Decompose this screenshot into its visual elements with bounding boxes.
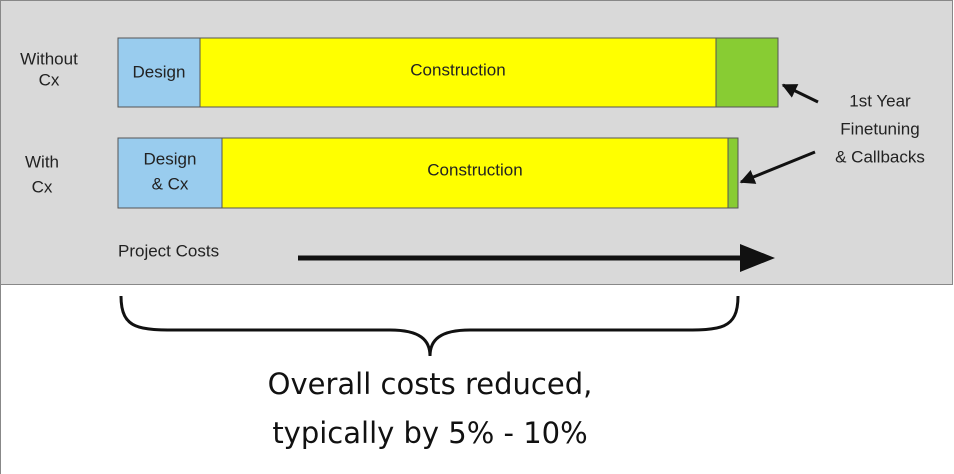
row-label: Without bbox=[20, 49, 78, 68]
design-segment bbox=[117, 37, 201, 108]
axis-label: Project Costs bbox=[118, 241, 219, 260]
finetuning-segment bbox=[727, 137, 739, 209]
construction-segment bbox=[199, 37, 717, 108]
callout-arrow bbox=[781, 83, 819, 104]
callout-arrow bbox=[739, 150, 816, 184]
finetuning-segment bbox=[715, 37, 779, 108]
summary-text: typically by 5% - 10% bbox=[272, 416, 587, 450]
segment-label: Construction bbox=[427, 160, 522, 179]
callout-text: 1st Year bbox=[849, 91, 911, 110]
row-label: With bbox=[25, 152, 59, 171]
segment-label: & Cx bbox=[152, 174, 189, 193]
segment-label: Design bbox=[144, 149, 197, 168]
summary-text: Overall costs reduced, bbox=[268, 367, 593, 401]
row-label: Cx bbox=[32, 177, 53, 196]
callout-text: & Callbacks bbox=[835, 147, 925, 166]
segment-label: Construction bbox=[410, 60, 505, 79]
row-label: Cx bbox=[39, 70, 60, 89]
axis-arrowhead bbox=[740, 244, 775, 272]
callout-text: Finetuning bbox=[840, 119, 919, 138]
segment-label: Design bbox=[133, 62, 186, 81]
brace bbox=[119, 295, 740, 357]
